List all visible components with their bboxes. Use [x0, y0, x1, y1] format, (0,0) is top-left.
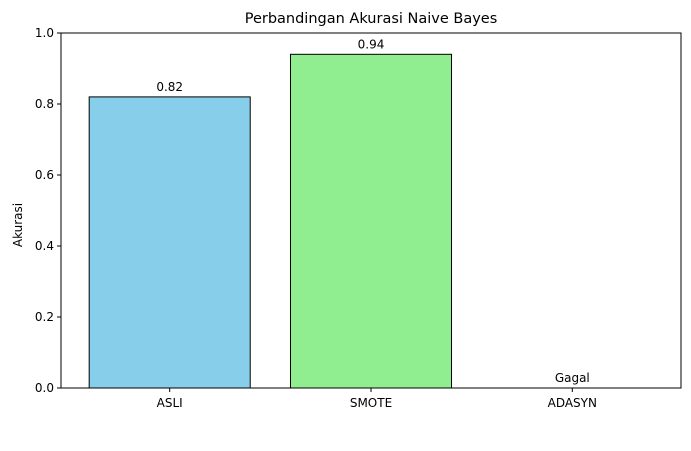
- y-axis-label: Akurasi: [11, 203, 25, 247]
- data-labels-layer: 0.82 0.94 Gagal: [156, 37, 589, 385]
- bars-layer: [88, 53, 453, 389]
- y-tick-label: 1.0: [35, 26, 54, 40]
- y-tick-label: 0.4: [35, 239, 54, 253]
- bar-asli: [88, 96, 251, 389]
- y-tick-label: 0.8: [35, 97, 54, 111]
- y-tick-label: 0.2: [35, 310, 54, 324]
- bar-smote: [289, 53, 453, 389]
- x-tick-label-adasyn: ADASYN: [548, 396, 597, 410]
- chart-title: Perbandingan Akurasi Naive Bayes: [245, 11, 498, 27]
- data-label-adasyn: Gagal: [555, 371, 590, 385]
- y-axis-ticks: 0.0 0.2 0.4 0.6 0.8 1.0: [35, 26, 61, 395]
- plot-area-frame: [60, 32, 682, 389]
- x-tick-label-asli: ASLI: [157, 396, 183, 410]
- x-axis-ticks: ASLI SMOTE ADASYN: [157, 388, 597, 410]
- y-tick-label: 0.0: [35, 381, 54, 395]
- data-label-smote: 0.94: [358, 37, 385, 51]
- data-label-asli: 0.82: [156, 80, 183, 94]
- y-tick-label: 0.6: [35, 168, 54, 182]
- x-tick-label-smote: SMOTE: [350, 396, 392, 410]
